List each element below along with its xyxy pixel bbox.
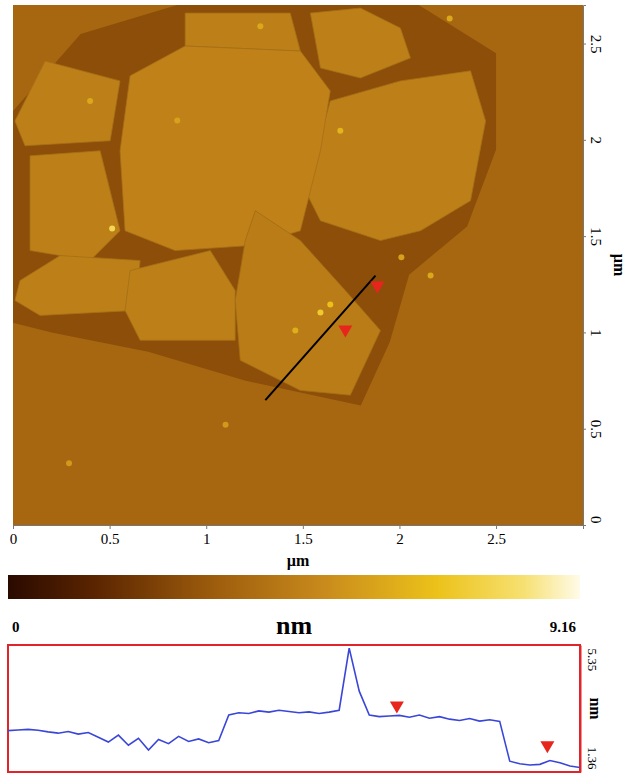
axis-line — [14, 526, 584, 530]
tick: 2.5 — [583, 35, 604, 54]
axis-line — [580, 646, 582, 773]
tick: 1 — [583, 329, 604, 337]
flake — [185, 13, 300, 51]
flake — [125, 251, 235, 341]
tick: 1 — [203, 525, 211, 547]
particle — [327, 301, 333, 307]
tick-mark — [583, 236, 586, 237]
particle — [257, 23, 263, 29]
tick-mark — [583, 525, 586, 526]
plot-frame — [8, 645, 580, 772]
tick-mark — [583, 140, 586, 141]
tick-mark — [303, 525, 304, 529]
tick-mark — [13, 525, 14, 529]
particle — [398, 254, 404, 260]
tick: 1.5 — [294, 525, 313, 547]
tick-label: 5.35 — [585, 649, 600, 672]
flake — [235, 211, 380, 396]
flake — [15, 61, 120, 146]
tick-label: 2.5 — [588, 35, 604, 54]
marker — [370, 282, 384, 294]
x-axis: 0 0.5 1 1.5 2 2.5 — [10, 525, 584, 547]
tick: 2 — [583, 137, 604, 145]
particle — [447, 15, 453, 21]
particle — [66, 460, 72, 466]
tick: 2.5 — [487, 525, 506, 547]
substrate — [13, 5, 583, 525]
flake — [310, 8, 410, 78]
particle — [292, 327, 298, 333]
axis-title: µm — [610, 254, 628, 277]
colorbar-title: nm — [276, 611, 312, 640]
tick: 0 — [583, 516, 604, 526]
marker — [338, 325, 352, 337]
particle — [223, 422, 229, 428]
tick-mark — [583, 44, 586, 45]
figure: 0 0.5 1 1.5 2 2.5 µm 0 0.5 1 1.5 2 2.5 µm 0 9.16 nm 1.36 5… — [0, 0, 641, 775]
tick: 5.35 — [580, 646, 600, 672]
tick-label: 1.36 — [585, 747, 600, 770]
tick-label: 0 — [588, 516, 604, 524]
tick-label: 1 — [588, 329, 604, 337]
flake — [15, 256, 140, 316]
flake — [305, 71, 485, 241]
colorbar-label: 9.16 — [550, 619, 577, 635]
axis-line — [584, 6, 587, 526]
profile-plot — [8, 648, 580, 767]
tick-label: 1.5 — [294, 531, 313, 547]
tick-label: 2 — [396, 531, 404, 547]
particle — [317, 309, 323, 315]
profile-line — [265, 276, 375, 401]
tick: 1.5 — [583, 227, 604, 246]
image-plot — [13, 5, 583, 525]
tick-label: 1 — [203, 531, 211, 547]
tick-mark — [583, 429, 586, 430]
tick-label: 1.5 — [588, 227, 604, 246]
tick-mark — [496, 525, 497, 529]
tick-label: 0 — [10, 531, 18, 547]
tick-mark — [206, 525, 207, 529]
tick: 1.36 — [580, 747, 600, 773]
y-axis: 0 0.5 1 1.5 2 2.5 — [583, 6, 604, 526]
particle — [174, 118, 180, 124]
particle — [87, 98, 93, 104]
axis-title: µm — [287, 552, 310, 570]
marker — [540, 741, 554, 753]
particle — [337, 128, 343, 134]
axis-title: nm — [587, 697, 604, 720]
colorbar-label: 0 — [12, 619, 20, 635]
colorbar — [8, 575, 580, 599]
low-region — [13, 5, 496, 406]
tick-label: 2 — [588, 137, 604, 145]
tick-mark — [583, 332, 586, 333]
tick: 0.5 — [583, 420, 604, 439]
profile-curve — [8, 648, 580, 767]
tick: 0 — [10, 525, 18, 547]
particle — [109, 226, 115, 232]
flake — [120, 46, 330, 251]
tick-mark — [399, 525, 400, 529]
particle — [428, 273, 434, 279]
marker — [390, 701, 404, 713]
tick-mark — [110, 525, 111, 529]
tick: 0.5 — [101, 525, 120, 547]
flake — [30, 151, 120, 261]
tick-label: 0.5 — [101, 531, 120, 547]
tick-label: 0.5 — [588, 420, 604, 439]
tick: 2 — [396, 525, 404, 547]
tick-label: 2.5 — [487, 531, 506, 547]
